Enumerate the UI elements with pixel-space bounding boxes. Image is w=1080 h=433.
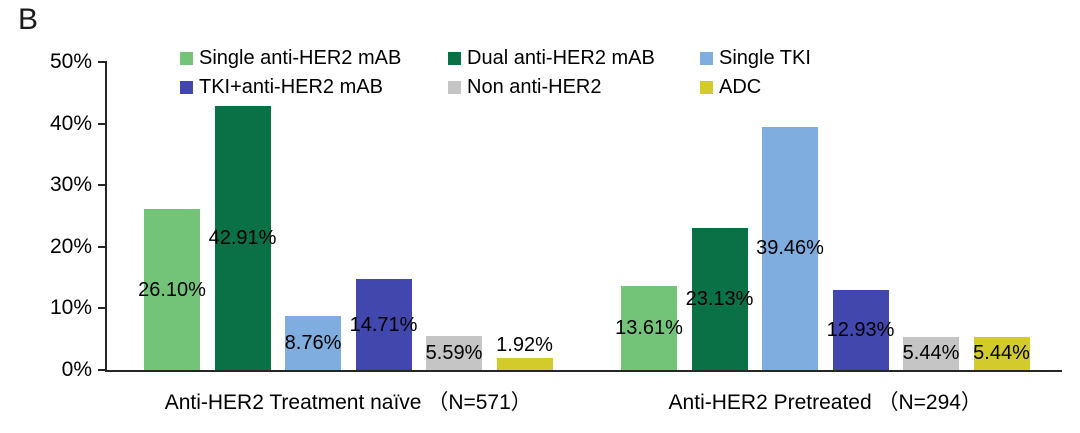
legend-label-dual-anti-her2-mab: Dual anti-HER2 mAB xyxy=(467,47,655,69)
plot-area: 26.10% 42.91% 8.76% 14.71% 5.59% 1.92% 13.61% 2… xyxy=(105,62,1062,372)
x-axis-category-label-1: Anti-HER2 Treatment naïve （N=571） xyxy=(164,391,532,414)
y-axis-label-0: 0% xyxy=(61,358,92,381)
bar-adc-group1 xyxy=(496,358,553,370)
bar-single-anti-her2-mab-group2 xyxy=(621,286,677,370)
legend-swatch-single-anti-her2-mab xyxy=(180,51,193,65)
bar-value-label-non-anti-her2-group2: 5.44% xyxy=(902,342,960,365)
bar-value-label-tki-anti-her2-mab-group2: 12.93% xyxy=(826,319,895,342)
bar-value-label-non-anti-her2-group1: 5.59% xyxy=(425,341,483,364)
bar-value-label-single-tki-group1: 8.76% xyxy=(284,332,342,355)
y-axis-label-5: 50% xyxy=(49,50,92,73)
legend-label-adc: ADC xyxy=(719,76,762,98)
y-axis-tick-5 xyxy=(98,61,107,63)
bar-single-tki-group2 xyxy=(762,126,818,370)
y-axis-label-3: 30% xyxy=(49,173,92,197)
bar-dual-anti-her2-mab-group1 xyxy=(214,105,271,370)
y-axis-tick-1 xyxy=(98,307,107,310)
legend-swatch-dual-anti-her2-mab xyxy=(448,51,461,65)
y-axis-label-4: 40% xyxy=(49,111,92,135)
bar-non-anti-her2-group1 xyxy=(426,335,482,370)
legend-swatch-non-anti-her2 xyxy=(448,80,461,94)
bar-value-label-adc-group1: 1.92% xyxy=(496,334,553,357)
bar-value-label-single-anti-her2-mab-group2: 13.61% xyxy=(615,317,683,340)
y-axis-tick-4 xyxy=(98,122,107,125)
bar-value-label-tki-anti-her2-mab-group1: 14.71% xyxy=(349,313,418,336)
bar-value-label-adc-group2: 5.44% xyxy=(973,342,1030,365)
legend-swatch-single-tki xyxy=(700,51,713,65)
legend-item-dual-anti-her2-mab: Dual anti-HER2 mAB xyxy=(448,46,700,70)
legend-item-single-tki: Single TKI xyxy=(700,46,880,70)
bar-tki-anti-her2-mab-group1 xyxy=(355,279,412,370)
legend-item-adc: ADC xyxy=(700,75,880,99)
legend-label-non-anti-her2: Non anti-HER2 xyxy=(467,76,602,98)
y-axis-label-1: 10% xyxy=(49,296,92,320)
bar-value-label-dual-anti-her2-mab-group2: 23.13% xyxy=(685,287,754,310)
legend-label-tki-anti-her2-mab: TKI+anti-HER2 mAB xyxy=(199,76,383,98)
bar-dual-anti-her2-mab-group2 xyxy=(691,227,748,370)
bar-value-label-dual-anti-her2-mab-group1: 42.91% xyxy=(208,226,277,249)
x-axis-category-label-2: Anti-HER2 Pretreated （N=294） xyxy=(668,391,982,414)
legend-label-single-tki: Single TKI xyxy=(719,47,811,69)
legend: Single anti-HER2 mAB Dual anti-HER2 mAB Si… xyxy=(180,46,880,99)
legend-swatch-adc xyxy=(700,80,713,94)
legend-item-tki-anti-her2-mab: TKI+anti-HER2 mAB xyxy=(180,75,448,99)
bar-tki-anti-her2-mab-group2 xyxy=(832,290,889,370)
bar-single-anti-her2-mab-group1 xyxy=(144,209,200,370)
legend-label-single-anti-her2-mab: Single anti-HER2 mAB xyxy=(199,47,402,69)
bar-single-tki-group1 xyxy=(285,316,341,370)
y-axis-tick-2 xyxy=(98,245,107,248)
bar-non-anti-her2-group2 xyxy=(903,336,959,370)
bar-value-label-single-anti-her2-mab-group1: 26.10% xyxy=(138,278,206,301)
y-axis-tick-3 xyxy=(98,184,107,187)
y-axis-label-2: 20% xyxy=(49,234,92,258)
legend-swatch-tki-anti-her2-mab xyxy=(180,80,193,94)
bar-adc-group2 xyxy=(973,336,1030,370)
panel-label: B xyxy=(18,3,39,36)
legend-item-single-anti-her2-mab: Single anti-HER2 mAB xyxy=(180,46,448,70)
y-axis-tick-0 xyxy=(98,369,107,371)
bar-value-label-single-tki-group2: 39.46% xyxy=(756,237,824,260)
legend-item-non-anti-her2: Non anti-HER2 xyxy=(448,75,700,99)
